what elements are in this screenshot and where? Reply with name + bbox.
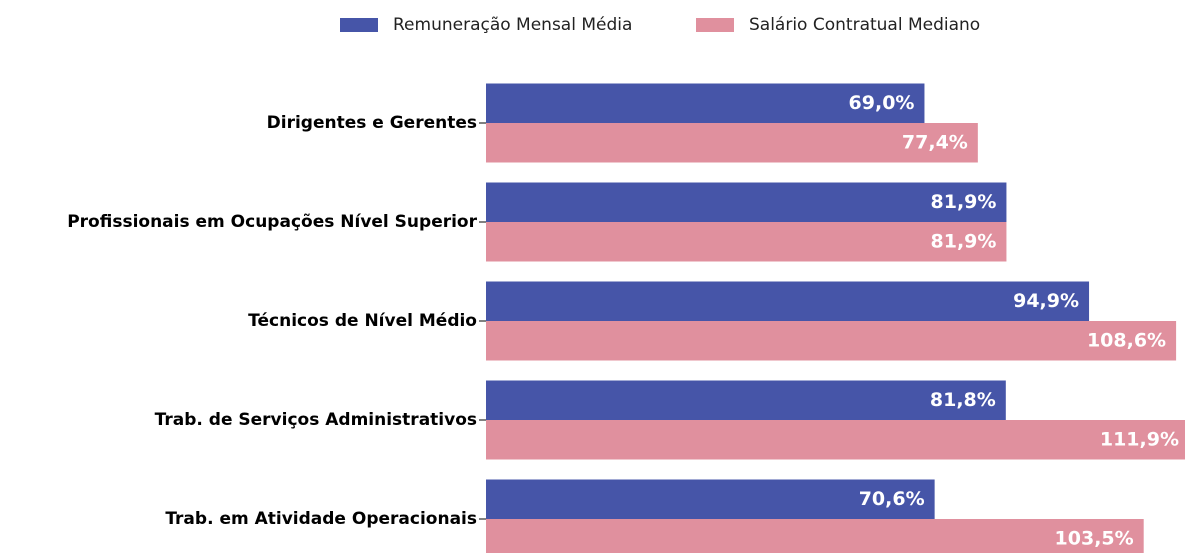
bar xyxy=(486,519,1144,553)
y-tick-label: Trab. de Serviços Administrativos xyxy=(155,410,477,430)
value-label: 69,0% xyxy=(849,92,915,114)
value-label: 77,4% xyxy=(902,131,968,153)
legend-label: Salário Contratual Mediano xyxy=(749,15,980,35)
bar xyxy=(486,321,1177,361)
y-tick-label: Profissionais em Ocupações Nível Superio… xyxy=(67,212,477,232)
y-tick-label: Técnicos de Nível Médio xyxy=(248,311,477,331)
bar xyxy=(486,182,1007,222)
legend-swatch xyxy=(696,18,734,32)
value-label: 70,6% xyxy=(859,488,925,510)
bar xyxy=(486,479,935,519)
legend-label: Remuneração Mensal Média xyxy=(393,15,632,35)
legend-swatch xyxy=(340,18,378,32)
y-tick-label: Dirigentes e Gerentes xyxy=(267,113,477,133)
value-label: 103,5% xyxy=(1055,527,1134,549)
bar xyxy=(486,83,925,123)
value-label: 94,9% xyxy=(1013,290,1079,312)
bar xyxy=(486,222,1007,262)
bar xyxy=(486,123,978,163)
y-tick-label: Trab. em Atividade Operacionais xyxy=(165,509,477,529)
bar xyxy=(486,420,1185,460)
value-label: 81,8% xyxy=(930,389,996,411)
value-label: 81,9% xyxy=(931,191,997,213)
bar xyxy=(486,281,1090,321)
value-label: 108,6% xyxy=(1087,329,1166,351)
value-label: 111,9% xyxy=(1100,428,1179,450)
value-label: 81,9% xyxy=(931,230,997,252)
bar xyxy=(486,380,1006,420)
